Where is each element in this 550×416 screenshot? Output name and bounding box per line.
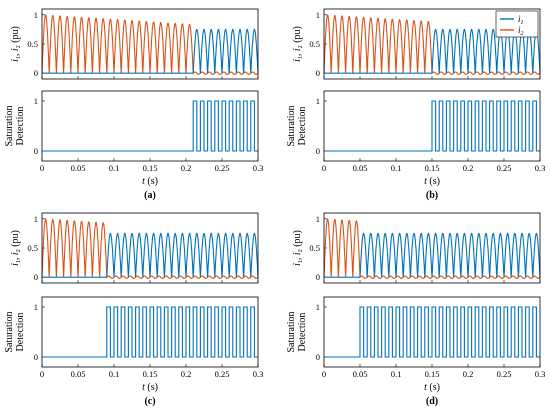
series-i2-line	[41, 14, 259, 75]
bottom-ytick-label: 1	[34, 96, 38, 106]
bottom-ytick-label: 0	[316, 146, 320, 156]
bottom-xtick-label: 0	[322, 163, 326, 173]
bottom-xtick-label: 0.25	[497, 163, 512, 173]
bottom-xtick-label: 0.2	[181, 163, 192, 173]
bottom-xlabel: t (s)	[142, 176, 158, 187]
bottom-ylabel: SaturationDetection	[286, 105, 308, 146]
panel-label: (d)	[426, 396, 438, 407]
top-ytick-label: 0	[34, 272, 38, 282]
bottom-xtick-label: 0.15	[143, 369, 158, 379]
panel-0: 0 0.5 1 i1, i2 (pu) 0 1 0 0.05 0.1 0.15 0.2 0.25 0.3…	[4, 8, 264, 201]
top-ytick-label: 0	[34, 68, 38, 78]
legend	[495, 10, 539, 38]
bottom-xtick-label: 0.3	[253, 369, 264, 379]
saturation-detection-line	[324, 100, 540, 152]
bottom-xtick-label: 0	[40, 369, 44, 379]
series-i1-line	[324, 28, 541, 74]
bottom-xtick-label: 0.15	[143, 163, 158, 173]
bottom-ytick-label: 0	[34, 352, 38, 362]
top-ytick-label: 0	[316, 272, 320, 282]
bottom-ylabel: SaturationDetection	[4, 311, 26, 352]
bottom-xlabel: t (s)	[424, 382, 440, 393]
bottom-xtick-label: 0.15	[425, 369, 440, 379]
legend-i2-label: i2	[518, 25, 524, 37]
bottom-xtick-label: 0.05	[71, 369, 86, 379]
bottom-xtick-label: 0.1	[109, 369, 120, 379]
bottom-xtick-label: 0	[322, 369, 326, 379]
bottom-axes-frame	[323, 296, 541, 368]
top-ylabel: i1, i2 (pu)	[292, 230, 304, 266]
top-axes-frame	[41, 8, 259, 80]
top-ytick-label: 1	[316, 214, 320, 224]
top-axes-frame	[323, 212, 541, 284]
top-ytick-label: 1	[34, 214, 38, 224]
bottom-xtick-label: 0.1	[391, 163, 402, 173]
bottom-xtick-label: 0.3	[535, 163, 546, 173]
bottom-axes-frame	[323, 90, 541, 162]
bottom-xtick-label: 0.25	[215, 163, 230, 173]
bottom-xtick-label: 0.05	[71, 163, 86, 173]
top-ylabel: i1, i2 (pu)	[10, 230, 22, 266]
bottom-xtick-label: 0.05	[353, 369, 368, 379]
legend-i1-label: i1	[518, 14, 524, 26]
bottom-xtick-label: 0.3	[535, 369, 546, 379]
top-ytick-label: 0.5	[27, 243, 38, 253]
saturation-detection-line	[42, 100, 258, 152]
bottom-ylabel: SaturationDetection	[286, 311, 308, 352]
top-ytick-label: 1	[316, 10, 320, 20]
panel-2: 0 0.5 1 i1, i2 (pu) 0 1 0 0.05 0.1 0.15 0.2 0.25 0.3…	[4, 212, 264, 407]
panel-label: (a)	[144, 190, 156, 201]
bottom-xtick-label: 0.25	[497, 369, 512, 379]
series-i1-line	[42, 232, 259, 278]
top-ylabel: i1, i2 (pu)	[10, 26, 22, 62]
bottom-xtick-label: 0.2	[463, 163, 474, 173]
bottom-xtick-label: 0	[40, 163, 44, 173]
top-ytick-label: 0	[316, 68, 320, 78]
bottom-ytick-label: 1	[316, 96, 320, 106]
bottom-axes-frame	[41, 296, 259, 368]
bottom-ytick-label: 1	[34, 302, 38, 312]
saturation-detection-line	[42, 306, 258, 358]
top-axes-frame	[323, 8, 541, 80]
panel-label: (c)	[144, 396, 155, 407]
bottom-ytick-label: 0	[34, 146, 38, 156]
bottom-xtick-label: 0.2	[463, 369, 474, 379]
bottom-xtick-label: 0.2	[181, 369, 192, 379]
top-ytick-label: 0.5	[309, 39, 320, 49]
bottom-xlabel: t (s)	[142, 382, 158, 393]
top-ytick-label: 1	[34, 10, 38, 20]
bottom-xtick-label: 0.3	[253, 163, 264, 173]
saturation-detection-line	[324, 306, 540, 358]
bottom-xtick-label: 0.05	[353, 163, 368, 173]
top-ytick-label: 0.5	[309, 243, 320, 253]
top-ytick-label: 0.5	[27, 39, 38, 49]
panel-3: 0 0.5 1 i1, i2 (pu) 0 1 0 0.05 0.1 0.15 0.2 0.25 0.3…	[286, 212, 546, 407]
series-i1-line	[324, 232, 541, 278]
top-axes-frame	[41, 212, 259, 284]
bottom-xlabel: t (s)	[424, 176, 440, 187]
bottom-ylabel: SaturationDetection	[4, 105, 26, 146]
bottom-ytick-label: 0	[316, 352, 320, 362]
series-i1-line	[42, 28, 259, 74]
bottom-ytick-label: 1	[316, 302, 320, 312]
panel-label: (b)	[426, 190, 438, 201]
bottom-xtick-label: 0.1	[391, 369, 402, 379]
bottom-xtick-label: 0.1	[109, 163, 120, 173]
top-ylabel: i1, i2 (pu)	[292, 26, 304, 62]
bottom-xtick-label: 0.15	[425, 163, 440, 173]
bottom-xtick-label: 0.25	[215, 369, 230, 379]
bottom-axes-frame	[41, 90, 259, 162]
